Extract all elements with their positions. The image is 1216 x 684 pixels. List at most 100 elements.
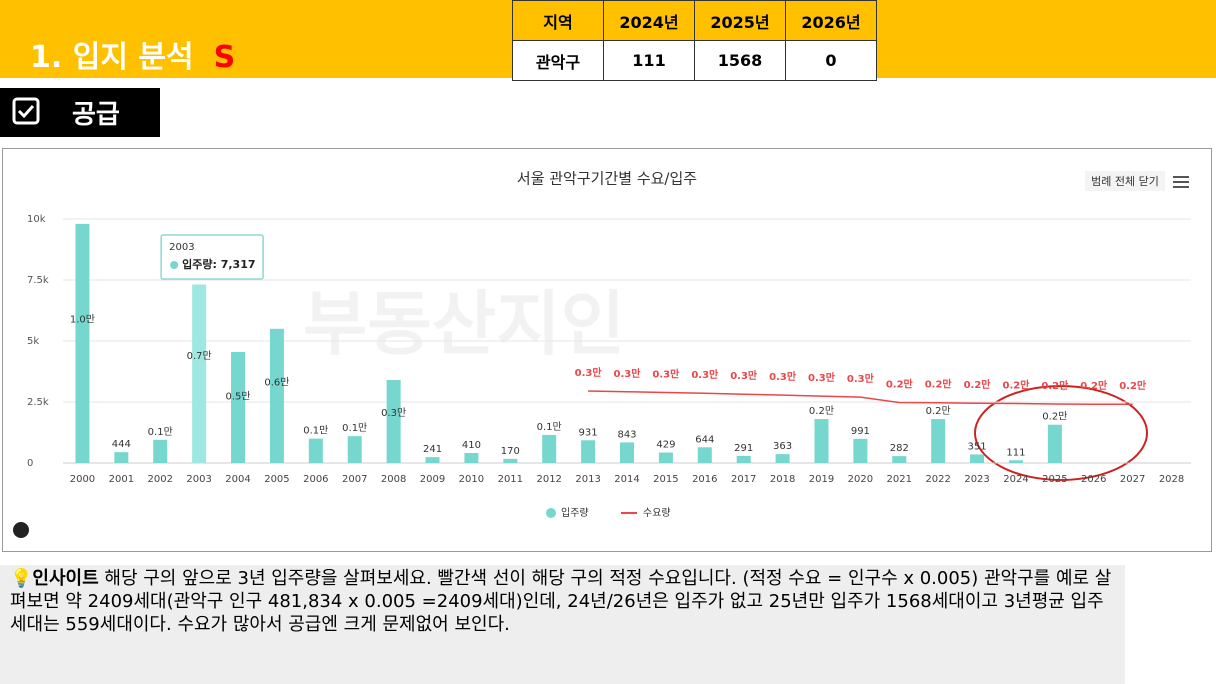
data-label: 0.3만	[769, 370, 797, 383]
legend-label: 수요량	[643, 507, 671, 519]
legend-marker	[546, 508, 556, 518]
bar	[1047, 424, 1062, 463]
bar	[814, 419, 829, 463]
bar	[581, 440, 596, 463]
chart: 부동산지인 서울 관악구기간별 수요/입주 범례 전체 닫기 0 2.5k 5k 7.…	[13, 170, 1191, 538]
data-label: 1.0만	[70, 314, 95, 326]
x-tick-label: 2017	[731, 474, 756, 485]
x-tick-label: 2005	[264, 474, 289, 485]
bar	[347, 436, 362, 463]
line	[588, 390, 1133, 405]
x-tick-label: 2013	[575, 474, 600, 485]
table-header: 2024년	[603, 0, 695, 41]
data-label: 0.2만	[1080, 379, 1108, 392]
insight-label: 인사이트	[32, 568, 99, 589]
y-tick-label: 5k	[27, 336, 39, 347]
data-label: 0.2만	[1003, 378, 1031, 391]
data-label: 0.3만	[652, 367, 680, 380]
chart-panel: 부동산지인 서울 관악구기간별 수요/입주 범례 전체 닫기 0 2.5k 5k 7.…	[2, 148, 1212, 552]
x-tick-label: 2008	[381, 474, 406, 485]
home-icon[interactable]	[13, 522, 29, 538]
data-label: 0.2만	[1042, 411, 1067, 423]
x-tick-label: 2015	[653, 474, 678, 485]
bar	[697, 447, 712, 463]
tooltip-text: 입주량: 7,317	[182, 258, 255, 271]
badge: S	[213, 40, 236, 75]
y-tick-label: 2.5k	[27, 397, 49, 408]
legend-button[interactable]	[1085, 171, 1165, 191]
x-tick-label: 2025	[1042, 474, 1067, 485]
x-tick-label: 2011	[498, 474, 523, 485]
y-tick-label: 0	[27, 458, 33, 469]
x-tick-label: 2009	[420, 474, 445, 485]
x-tick-label: 2007	[342, 474, 367, 485]
data-label: 444	[112, 439, 131, 450]
bar	[853, 438, 868, 463]
x-tick-label: 2024	[1003, 474, 1028, 485]
data-label: 241	[423, 444, 442, 455]
data-label: 0.3만	[691, 368, 719, 381]
bar	[464, 452, 479, 463]
summary-table: 지역 2024년 2025년 2026년 관악구 111 1568 0	[512, 0, 877, 81]
x-tick-label: 2027	[1120, 474, 1145, 485]
chart-title: 서울 관악구기간별 수요/입주	[517, 170, 697, 188]
table-cell: 관악구	[512, 40, 604, 81]
bar	[75, 223, 90, 463]
table-cell: 1568	[694, 40, 786, 81]
x-tick-label: 2004	[225, 474, 250, 485]
data-label: 0.1만	[303, 425, 328, 437]
data-label: 0.2만	[1119, 379, 1147, 392]
x-tick-label: 2006	[303, 474, 328, 485]
bar	[892, 456, 907, 463]
x-tick-label: 2018	[770, 474, 795, 485]
data-label: 0.6만	[264, 376, 289, 388]
check-icon	[12, 97, 40, 125]
data-label: 0.2만	[926, 405, 951, 417]
data-label: 0.3만	[381, 407, 406, 419]
x-tick-label: 2002	[148, 474, 173, 485]
data-label: 0.5만	[225, 390, 250, 402]
insight-text: 해당 구의 앞으로 3년 입주량을 살펴보세요. 빨간색 선이 해당 구의 적정…	[10, 568, 1112, 635]
bar	[231, 351, 246, 463]
x-tick-label: 2021	[887, 474, 912, 485]
bar	[736, 455, 751, 463]
data-label: 170	[501, 446, 520, 457]
bar	[425, 457, 440, 463]
y-tick-label: 10k	[27, 214, 46, 225]
data-label: 351	[968, 441, 987, 452]
tooltip	[160, 234, 264, 280]
watermark: 부동산지인	[303, 283, 625, 365]
data-label: 644	[695, 434, 714, 445]
data-label: 282	[890, 443, 909, 454]
menu-icon[interactable]	[1173, 176, 1189, 188]
data-label: 0.1만	[342, 422, 367, 434]
legend-button-text[interactable]: 범례 전체 닫기	[1091, 175, 1159, 188]
data-label: 291	[734, 443, 753, 454]
y-tick-label: 7.5k	[27, 275, 49, 286]
bar	[114, 452, 129, 463]
data-label: 410	[462, 440, 481, 451]
x-tick-label: 2003	[186, 474, 211, 485]
data-label: 991	[851, 426, 870, 437]
table-cell: 111	[603, 40, 695, 81]
highlight-circle	[974, 385, 1148, 481]
x-tick-label: 2023	[964, 474, 989, 485]
bar	[658, 452, 673, 463]
data-label: 0.1만	[537, 421, 562, 433]
data-label: 429	[656, 440, 675, 451]
x-tick-label: 2012	[536, 474, 561, 485]
x-tick-label: 2010	[459, 474, 484, 485]
x-tick-label: 2000	[70, 474, 95, 485]
data-label: 0.3만	[575, 366, 603, 379]
bar	[1008, 460, 1023, 463]
bar	[931, 419, 946, 463]
x-tick-label: 2016	[692, 474, 717, 485]
data-label: 363	[773, 441, 792, 452]
title: 1. 입지 분석 S	[30, 32, 235, 76]
x-tick-label: 2014	[614, 474, 639, 485]
data-label: 0.2만	[1041, 379, 1069, 392]
data-label: 0.3만	[730, 369, 758, 382]
bar	[970, 454, 985, 463]
tooltip-dot	[170, 261, 179, 269]
